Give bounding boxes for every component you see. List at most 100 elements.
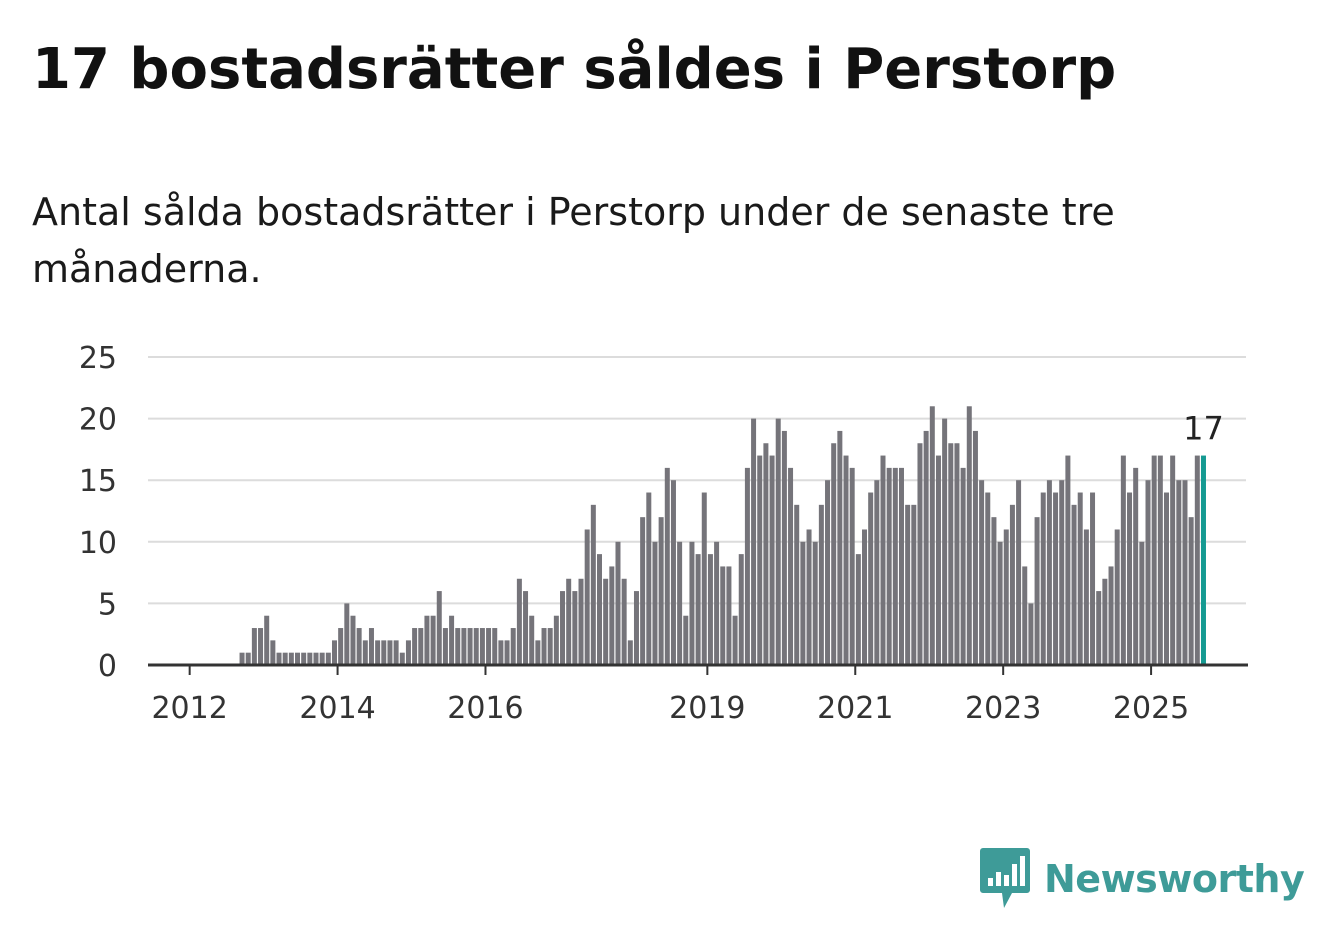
bar [905, 504, 911, 665]
bar [985, 492, 991, 665]
bar [1077, 492, 1083, 665]
bar [800, 541, 806, 665]
bar [991, 517, 997, 665]
bar [405, 640, 411, 665]
bar [473, 628, 479, 665]
y-tick-label: 15 [79, 464, 117, 499]
x-tick-label: 2025 [1113, 691, 1189, 726]
bar [1114, 529, 1120, 665]
bar [726, 566, 732, 665]
bar [516, 578, 522, 665]
bar [479, 628, 485, 665]
bar [307, 652, 313, 665]
bar [738, 554, 744, 665]
bar [603, 578, 609, 665]
bar [504, 640, 510, 665]
bar [467, 628, 473, 665]
bar [898, 467, 904, 665]
bar [529, 615, 535, 665]
bar [997, 541, 1003, 665]
chart-subtitle: Antal sålda bostadsrätter i Perstorp und… [32, 190, 1115, 291]
bar [1145, 480, 1151, 665]
bar [763, 443, 769, 665]
bar [843, 455, 849, 665]
x-tick-label: 2021 [817, 691, 893, 726]
bar [282, 652, 288, 665]
bar [683, 615, 689, 665]
latest-value-label: 17 [1183, 410, 1224, 448]
bar [751, 418, 757, 665]
bar [1022, 566, 1028, 665]
bar [245, 652, 251, 665]
bar [325, 652, 331, 665]
bar [1139, 541, 1145, 665]
bar [301, 652, 307, 665]
chart-title: 17 bostadsrätter såldes i Perstorp [32, 37, 1117, 102]
bar [578, 578, 584, 665]
bar [664, 467, 670, 665]
bar [855, 554, 861, 665]
bar [1133, 467, 1139, 665]
bar [331, 640, 337, 665]
bar [701, 492, 707, 665]
x-tick-label: 2023 [965, 691, 1041, 726]
bar [356, 628, 362, 665]
bar [313, 652, 319, 665]
y-tick-label: 5 [98, 587, 117, 622]
y-axis-ticks: 0 5 10 15 20 25 [79, 341, 117, 684]
bar [498, 640, 504, 665]
bar [677, 541, 683, 665]
bar [1009, 504, 1015, 665]
bar [1120, 455, 1126, 665]
bar [1065, 455, 1071, 665]
bar [1102, 578, 1108, 665]
bar [319, 652, 325, 665]
bar [646, 492, 652, 665]
bar [1157, 455, 1163, 665]
bar [689, 541, 695, 665]
bar [775, 418, 781, 665]
bar [609, 566, 615, 665]
bar [492, 628, 498, 665]
bars [239, 406, 1206, 665]
bar-highlight [1200, 455, 1206, 665]
bar [825, 480, 831, 665]
bar [1003, 529, 1009, 665]
bar [1176, 480, 1182, 665]
bar [960, 467, 966, 665]
bar [849, 467, 855, 665]
bar [510, 628, 516, 665]
x-tick-label: 2014 [299, 691, 375, 726]
bar [954, 443, 960, 665]
bar [1170, 455, 1176, 665]
bar [270, 640, 276, 665]
bar [633, 591, 639, 665]
x-axis: 2012 2014 2016 2019 2021 2023 2025 [148, 663, 1248, 726]
bar [935, 455, 941, 665]
bar [424, 615, 430, 665]
bar [553, 615, 559, 665]
bar [972, 430, 978, 665]
bar [1090, 492, 1096, 665]
bar [886, 467, 892, 665]
bar [917, 443, 923, 665]
bar [1053, 492, 1059, 665]
bar [670, 480, 676, 665]
bar [923, 430, 929, 665]
bar [1016, 480, 1022, 665]
bar [942, 418, 948, 665]
bar [486, 628, 492, 665]
bar [387, 640, 393, 665]
bar [1182, 480, 1188, 665]
bar [781, 430, 787, 665]
y-tick-label: 10 [79, 526, 117, 561]
y-tick-label: 0 [98, 649, 117, 684]
bar [769, 455, 775, 665]
bar [412, 628, 418, 665]
bar [1151, 455, 1157, 665]
bar [295, 652, 301, 665]
bar-chart-speech-bubble-icon [980, 848, 1030, 908]
bar [276, 652, 282, 665]
bar [1040, 492, 1046, 665]
